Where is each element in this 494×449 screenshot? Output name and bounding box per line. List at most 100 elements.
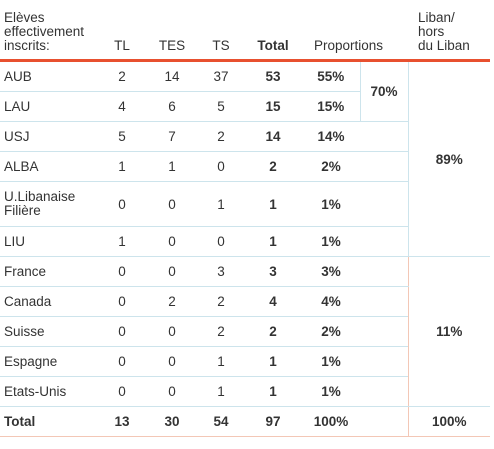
row-name: Canada [0, 286, 98, 317]
cell-tl: 5 [98, 121, 146, 152]
table-row: ALBA 1 1 0 2 2% [0, 151, 490, 182]
cell-proportion: 1% [302, 376, 360, 407]
cell-tes: 0 [146, 376, 198, 407]
cell-tl: 0 [98, 376, 146, 407]
cell-tes: 1 [146, 151, 198, 182]
cell-total: 4 [244, 286, 302, 317]
header-liban: Liban/ hors du Liban [408, 6, 490, 61]
row-name: LIU [0, 226, 98, 257]
header-row: Elèves effectivement inscrits: TL TES TS… [0, 6, 491, 61]
cell-ts: 2 [198, 286, 244, 317]
row-name-line: Filière [4, 203, 41, 218]
cell-tes: 7 [146, 121, 198, 152]
header-total: Total [257, 38, 289, 53]
empty-cell [360, 256, 409, 287]
cell-tes: 14 [146, 60, 198, 92]
header-students-line: Elèves [4, 10, 45, 25]
empty-cell [360, 406, 409, 437]
cell-total: 1 [244, 226, 302, 257]
total-tl: 13 [98, 406, 146, 437]
cell-proportion: 3% [302, 256, 360, 287]
row-name: U.Libanaise Filière [0, 181, 98, 227]
cell-tl: 0 [98, 256, 146, 287]
cell-ts: 0 [198, 151, 244, 182]
row-name: ALBA [0, 151, 98, 182]
row-name: Suisse [0, 316, 98, 347]
enrollment-table: Elèves effectivement inscrits: TL TES TS… [0, 6, 491, 437]
cell-proportion: 1% [302, 346, 360, 377]
cell-ts: 1 [198, 376, 244, 407]
table-row: AUB 2 14 37 53 55% 70% 89% [0, 60, 491, 257]
cell-ts: 1 [198, 346, 244, 377]
total-total: 97 [244, 406, 302, 437]
cell-tes: 6 [146, 91, 198, 122]
row-name: USJ [0, 121, 98, 152]
cell-total: 14 [244, 121, 302, 152]
table-row: Espagne 0 0 1 1 1% [0, 346, 490, 377]
table-row: France 0 0 3 3 3% 11% [0, 256, 491, 407]
row-name: LAU [0, 91, 98, 122]
empty-cell [360, 121, 409, 152]
cell-tl: 4 [98, 91, 146, 122]
cell-tl: 0 [98, 286, 146, 317]
cell-total: 1 [244, 376, 302, 407]
cell-ts: 0 [198, 226, 244, 257]
cell-total: 2 [244, 316, 302, 347]
empty-cell [360, 181, 409, 227]
row-name: Etats-Unis [0, 376, 98, 407]
total-row: Total 13 30 54 97 100% 100% [0, 406, 491, 437]
total-proportion: 100% [302, 406, 360, 437]
cell-ts: 3 [198, 256, 244, 287]
cell-proportion: 1% [302, 181, 360, 227]
cell-proportion: 14% [302, 121, 360, 152]
cell-proportion: 4% [302, 286, 360, 317]
total-ts: 54 [198, 406, 244, 437]
header-students-line: effectivement [4, 24, 85, 39]
cell-total: 3 [244, 256, 302, 287]
cell-tl: 1 [98, 226, 146, 257]
table-row: Etats-Unis 0 0 1 1 1% [0, 376, 490, 407]
cell-tes: 0 [146, 346, 198, 377]
subtotal-aub-lau: 70% [359, 60, 409, 122]
cell-tes: 0 [146, 181, 198, 227]
cell-ts: 2 [198, 121, 244, 152]
cell-ts: 37 [198, 60, 244, 92]
cell-tes: 0 [146, 256, 198, 287]
header-liban-line: hors [418, 24, 445, 39]
table-row: U.Libanaise Filière 0 0 1 1 1% [0, 181, 490, 227]
header-students: Elèves effectivement inscrits: [0, 6, 98, 61]
cell-proportion: 15% [302, 91, 360, 122]
header-liban-line: Liban/ [418, 10, 455, 25]
cell-total: 15 [244, 91, 302, 122]
row-name-line: U.Libanaise [4, 189, 76, 204]
total-group: 100% [407, 406, 491, 437]
empty-cell [360, 376, 409, 407]
table-row: LAU 4 6 5 15 15% [0, 91, 490, 122]
cell-proportion: 2% [302, 316, 360, 347]
cell-tes: 0 [146, 316, 198, 347]
cell-total: 1 [244, 181, 302, 227]
cell-tl: 1 [98, 151, 146, 182]
cell-tl: 0 [98, 316, 146, 347]
header-ts: TS [212, 38, 230, 53]
group-liban: 89% [407, 60, 491, 257]
header-tl: TL [114, 38, 130, 53]
total-label: Total [0, 406, 98, 437]
cell-tl: 0 [98, 181, 146, 227]
empty-cell [360, 316, 409, 347]
row-name: France [0, 256, 98, 287]
cell-ts: 2 [198, 316, 244, 347]
empty-cell [360, 346, 409, 377]
header-proportions: Proportions [314, 38, 384, 53]
row-name: Espagne [0, 346, 98, 377]
empty-cell [360, 226, 409, 257]
cell-ts: 1 [198, 181, 244, 227]
empty-cell [360, 151, 409, 182]
header-liban-line: du Liban [418, 38, 470, 53]
cell-ts: 5 [198, 91, 244, 122]
cell-tl: 0 [98, 346, 146, 377]
cell-tes: 2 [146, 286, 198, 317]
cell-tes: 0 [146, 226, 198, 257]
group-abroad: 11% [407, 256, 491, 407]
cell-proportion: 1% [302, 226, 360, 257]
